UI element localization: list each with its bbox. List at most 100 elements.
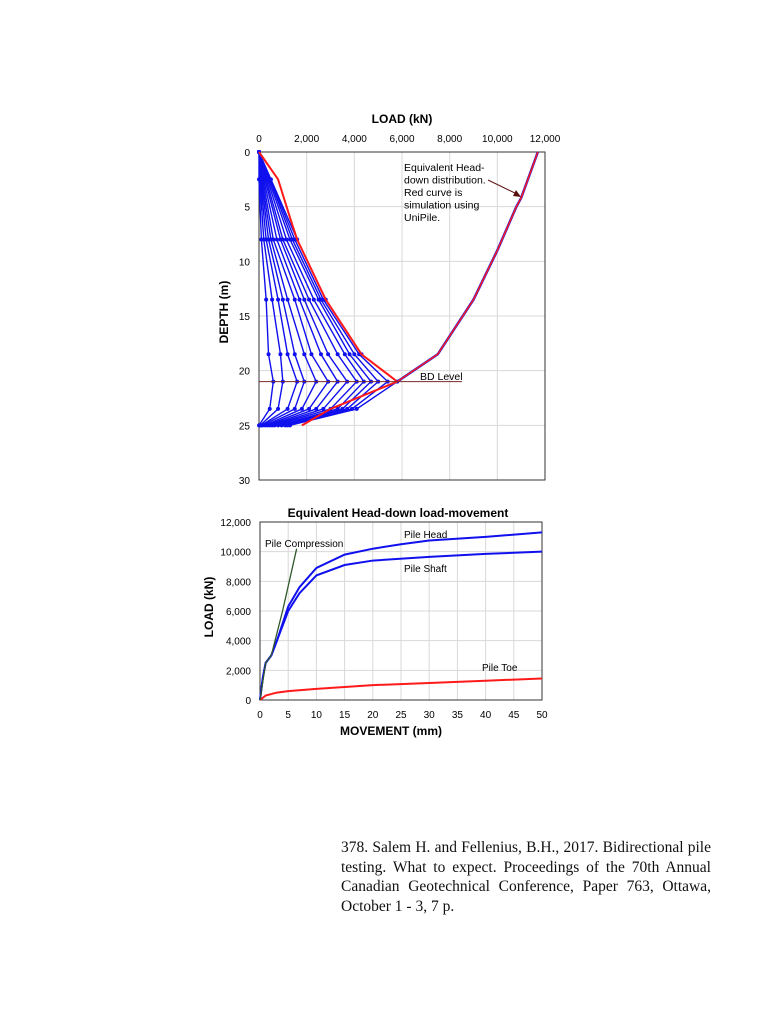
x-tick-label: 40 xyxy=(480,710,492,721)
data-point xyxy=(342,352,347,357)
x-axis-title: LOAD (kN) xyxy=(372,112,433,126)
data-point xyxy=(302,352,307,357)
blue-load-curve xyxy=(258,151,317,426)
data-point xyxy=(276,423,281,428)
citation-text: 378. Salem H. and Fellenius, B.H., 2017.… xyxy=(341,839,711,915)
y-tick-label: 8,000 xyxy=(226,577,251,588)
data-point xyxy=(299,406,304,411)
x-tick-label: 0 xyxy=(256,134,262,145)
annotation-arrow xyxy=(487,179,520,196)
data-point xyxy=(314,406,319,411)
series-label: Pile Shaft xyxy=(404,564,447,575)
y-tick-label: 15 xyxy=(239,312,251,323)
data-point xyxy=(297,297,302,302)
data-point xyxy=(280,237,285,242)
data-point xyxy=(302,297,307,302)
data-point xyxy=(335,352,340,357)
x-tick-label: 10 xyxy=(311,710,323,721)
data-point xyxy=(284,237,289,242)
arrowhead-icon xyxy=(513,190,521,197)
blue-load-curve xyxy=(258,151,372,427)
data-point xyxy=(352,352,357,357)
y-tick-label: 10,000 xyxy=(220,548,251,559)
data-point xyxy=(292,352,297,357)
data-point xyxy=(266,352,271,357)
x-tick-label: 10,000 xyxy=(482,134,513,145)
y-tick-label: 6,000 xyxy=(226,607,251,618)
data-point xyxy=(292,406,297,411)
x-tick-label: 5 xyxy=(285,710,291,721)
blue-load-curve xyxy=(258,151,284,426)
data-point xyxy=(264,297,269,302)
data-point xyxy=(279,423,284,428)
blue-load-curve xyxy=(258,152,275,426)
load-movement-chart: 0 5 10 15 20 25 30 35 40 45 50 0 2,000 4,000 6,000 8,00… xyxy=(202,506,548,738)
data-point xyxy=(309,352,314,357)
data-point xyxy=(287,423,292,428)
y-tick-label: 4,000 xyxy=(226,637,251,648)
x-tick-label: 45 xyxy=(508,710,520,721)
data-point xyxy=(347,352,352,357)
x-tick-label: 0 xyxy=(257,710,263,721)
data-point xyxy=(318,352,323,357)
data-point xyxy=(270,297,275,302)
x-tick-label: 30 xyxy=(424,710,436,721)
data-point xyxy=(276,297,281,302)
blue-load-curve xyxy=(258,151,329,426)
x-tick-label: 8,000 xyxy=(437,134,462,145)
data-point xyxy=(285,297,290,302)
y-tick-label: 5 xyxy=(244,203,250,214)
data-point xyxy=(274,237,279,242)
data-point xyxy=(292,297,297,302)
y-tick-label: 2,000 xyxy=(226,666,251,677)
series-line-pile-compression xyxy=(259,548,298,701)
data-point xyxy=(268,177,273,182)
y-tick-label: 20 xyxy=(239,367,251,378)
y-tick-label: 25 xyxy=(239,421,251,432)
x-tick-label: 50 xyxy=(536,710,548,721)
data-point xyxy=(285,406,290,411)
data-point xyxy=(326,352,331,357)
blue-load-curve xyxy=(258,151,339,426)
equivalent-head-down-simulation xyxy=(396,151,539,383)
plot-frame xyxy=(258,151,546,481)
data-point xyxy=(307,406,312,411)
data-point xyxy=(311,297,316,302)
data-point xyxy=(272,423,277,428)
data-point xyxy=(271,237,276,242)
x-tick-label: 12,000 xyxy=(530,134,561,145)
x-tick-label: 15 xyxy=(339,710,351,721)
x-tick-label: 25 xyxy=(395,710,407,721)
x-tick-label: 35 xyxy=(452,710,464,721)
y-tick-label: 12,000 xyxy=(220,518,251,529)
x-tick-label: 20 xyxy=(367,710,379,721)
chart-title: Equivalent Head-down load-movement xyxy=(288,506,509,520)
data-point xyxy=(267,406,272,411)
blue-load-curve xyxy=(258,151,389,427)
series-label: Pile Head xyxy=(404,530,447,541)
data-point xyxy=(278,352,283,357)
y-tick-label: 30 xyxy=(239,476,251,487)
data-point xyxy=(307,297,312,302)
bd-level-label: BD Level xyxy=(420,371,463,383)
data-point xyxy=(276,406,281,411)
x-axis-title: MOVEMENT (mm) xyxy=(340,724,442,738)
series-label: Pile Compression xyxy=(265,539,343,550)
y-tick-label: 10 xyxy=(239,257,251,268)
data-point xyxy=(321,406,326,411)
y-tick-label: 0 xyxy=(244,148,250,159)
annotation-note: Equivalent Head-down distribution. Red cu… xyxy=(404,162,486,224)
y-axis-title: LOAD (kN) xyxy=(202,577,216,638)
y-tick-label: 0 xyxy=(245,696,251,707)
data-point xyxy=(285,352,290,357)
plot-frame xyxy=(259,521,543,701)
data-point xyxy=(354,406,359,411)
series-label: Pile Toe xyxy=(482,663,518,674)
blue-load-curve xyxy=(258,151,380,427)
blue-load-curve xyxy=(258,151,349,427)
series-line-pile-toe xyxy=(259,677,543,701)
red-simulation-curve xyxy=(258,151,400,427)
blue-load-curve xyxy=(258,151,358,427)
blue-load-curve xyxy=(258,151,306,426)
